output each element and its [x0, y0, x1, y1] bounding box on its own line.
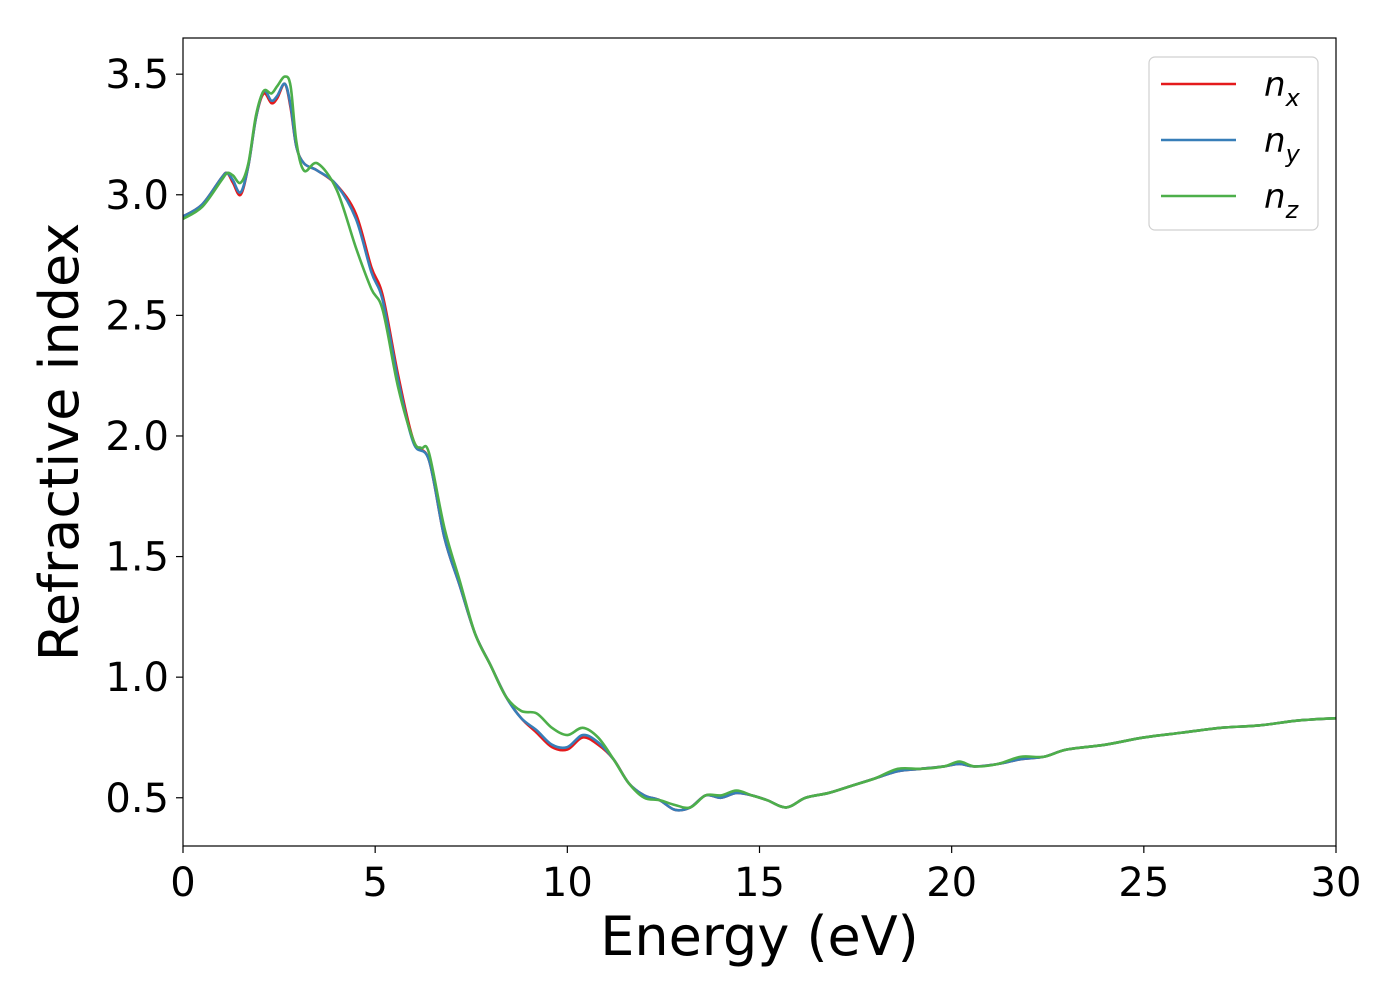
- y-tick-label: 1.0: [105, 655, 169, 701]
- legend-label-n-x: nx: [1264, 65, 1301, 112]
- x-tick-label: 10: [542, 860, 593, 906]
- legend-label-n-y: ny: [1264, 121, 1301, 168]
- x-tick-label: 0: [170, 860, 195, 906]
- series-lines: [183, 75, 1336, 812]
- y-ticks: 0.5 1.0 1.5 2.0 2.5 3.0 3.5: [105, 52, 183, 822]
- y-tick-label: 3.5: [105, 52, 169, 98]
- y-axis-title: Refractive index: [28, 223, 91, 662]
- y-tick-label: 0.5: [105, 776, 169, 822]
- legend: nx ny nz: [1148, 56, 1319, 231]
- x-tick-label: 25: [1118, 860, 1169, 906]
- y-tick-label: 3.0: [105, 173, 169, 219]
- x-tick-label: 30: [1311, 860, 1362, 906]
- x-tick-label: 5: [362, 860, 387, 906]
- legend-label-n-z: nz: [1264, 177, 1300, 224]
- y-tick-label: 2.5: [105, 293, 169, 339]
- x-ticks: 0 5 10 15 20 25 30: [170, 846, 1361, 906]
- series-line-n-z: [183, 75, 1336, 810]
- x-tick-label: 15: [734, 860, 785, 906]
- x-tick-label: 20: [926, 860, 977, 906]
- x-axis-title: Energy (eV): [600, 905, 919, 968]
- y-tick-label: 1.5: [105, 535, 169, 581]
- y-tick-label: 2.0: [105, 414, 169, 460]
- legend-box: [1148, 56, 1319, 231]
